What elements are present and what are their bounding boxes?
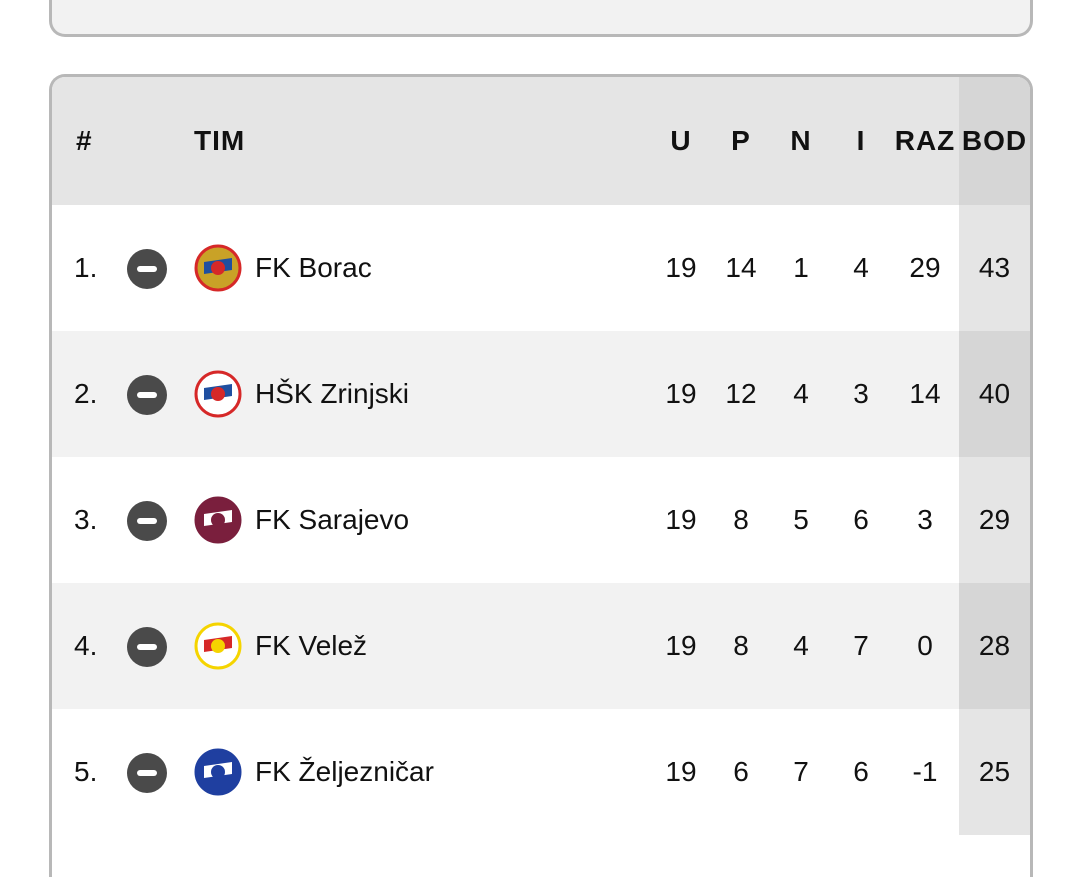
draws: 7 bbox=[793, 756, 809, 787]
wins: 12 bbox=[725, 378, 757, 409]
header-rank: # bbox=[76, 125, 93, 156]
wins: 6 bbox=[733, 756, 749, 787]
previous-card bbox=[49, 0, 1033, 37]
losses: 7 bbox=[853, 630, 869, 661]
team-logo-icon bbox=[194, 244, 242, 292]
goal-difference: 29 bbox=[909, 252, 941, 283]
team-logo-icon bbox=[194, 622, 242, 670]
played: 19 bbox=[665, 756, 697, 787]
team-name[interactable]: FK Sarajevo bbox=[255, 504, 410, 535]
played: 19 bbox=[665, 630, 697, 661]
bod-column-bg bbox=[959, 457, 1030, 583]
losses: 6 bbox=[853, 504, 869, 535]
rank: 1. bbox=[74, 252, 98, 283]
goal-difference: 14 bbox=[909, 378, 941, 409]
bod-column-bg bbox=[959, 205, 1030, 331]
bod-column-bg bbox=[959, 583, 1030, 709]
points: 43 bbox=[978, 252, 1011, 283]
minus-circle-icon bbox=[127, 627, 167, 667]
points: 25 bbox=[978, 756, 1011, 787]
draws: 1 bbox=[793, 252, 809, 283]
header-p: P bbox=[731, 125, 751, 156]
goal-difference: 3 bbox=[917, 504, 933, 535]
rank: 2. bbox=[74, 378, 98, 409]
minus-circle-icon bbox=[127, 375, 167, 415]
team-logo-icon bbox=[194, 370, 242, 418]
losses: 3 bbox=[853, 378, 869, 409]
header-raz: RAZ bbox=[894, 125, 956, 156]
team-name[interactable]: FK Željezničar bbox=[255, 756, 434, 787]
minus-circle-icon bbox=[127, 753, 167, 793]
points: 29 bbox=[978, 504, 1011, 535]
table-header: # TIM U P N I RAZ BOD bbox=[52, 77, 1030, 205]
team-name[interactable]: FK Borac bbox=[255, 252, 372, 283]
table-row[interactable]: 2. HŠK Zrinjski 19 12 4 3 14 40 bbox=[52, 331, 1030, 457]
wins: 8 bbox=[733, 504, 749, 535]
minus-circle-icon bbox=[127, 249, 167, 289]
wins: 14 bbox=[725, 252, 757, 283]
played: 19 bbox=[665, 504, 697, 535]
table-row[interactable]: 5. FK Željezničar 19 6 7 6 -1 25 bbox=[52, 709, 1030, 835]
points: 40 bbox=[978, 378, 1011, 409]
draws: 4 bbox=[793, 630, 809, 661]
bod-column-bg bbox=[959, 77, 1030, 205]
table-row[interactable]: 1. FK Borac 19 14 1 4 29 43 bbox=[52, 205, 1030, 331]
header-n: N bbox=[790, 125, 812, 156]
team-name[interactable]: FK Velež bbox=[255, 630, 368, 661]
goal-difference: 0 bbox=[917, 630, 933, 661]
table-row[interactable]: 3. FK Sarajevo 19 8 5 6 3 29 bbox=[52, 457, 1030, 583]
points: 28 bbox=[978, 630, 1011, 661]
table-row[interactable]: 4. FK Velež 19 8 4 7 0 28 bbox=[52, 583, 1030, 709]
goal-difference: -1 bbox=[912, 756, 938, 787]
played: 19 bbox=[665, 378, 697, 409]
draws: 4 bbox=[793, 378, 809, 409]
header-u: U bbox=[670, 125, 692, 156]
header-i: I bbox=[856, 125, 866, 156]
played: 19 bbox=[665, 252, 697, 283]
losses: 6 bbox=[853, 756, 869, 787]
standings-table: # TIM U P N I RAZ BOD 1. FK Borac 19 14 … bbox=[49, 74, 1033, 877]
bod-column-bg bbox=[959, 331, 1030, 457]
header-team: TIM bbox=[194, 125, 246, 156]
team-logo-icon bbox=[194, 748, 242, 796]
rank: 5. bbox=[74, 756, 98, 787]
header-bod: BOD bbox=[961, 125, 1028, 156]
minus-circle-icon bbox=[127, 501, 167, 541]
wins: 8 bbox=[733, 630, 749, 661]
bod-column-bg bbox=[959, 709, 1030, 835]
rank: 4. bbox=[74, 630, 98, 661]
draws: 5 bbox=[793, 504, 809, 535]
rank: 3. bbox=[74, 504, 98, 535]
losses: 4 bbox=[853, 252, 869, 283]
team-name[interactable]: HŠK Zrinjski bbox=[255, 378, 410, 409]
team-logo-icon bbox=[194, 496, 242, 544]
